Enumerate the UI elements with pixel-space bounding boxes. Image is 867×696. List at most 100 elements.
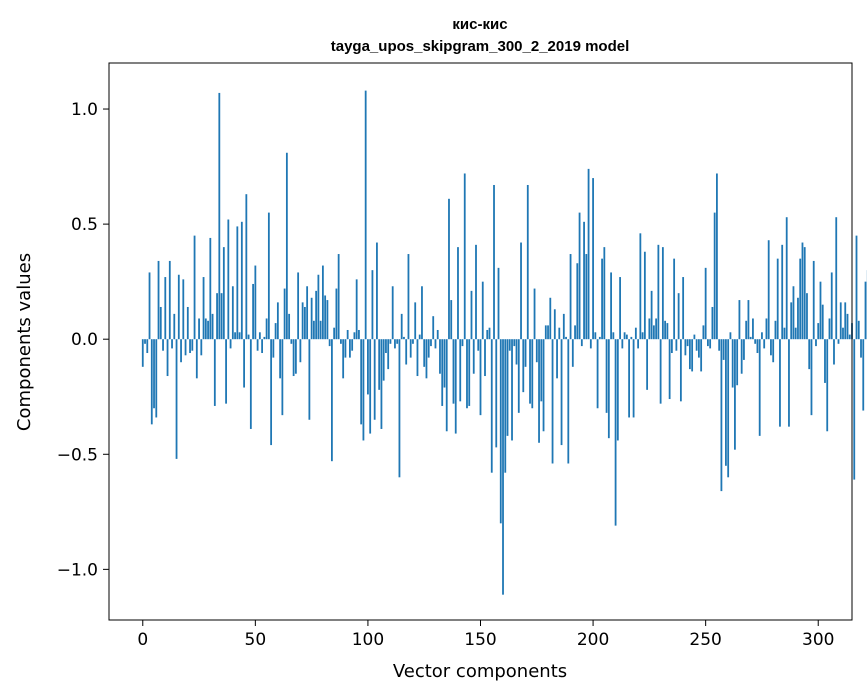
bar bbox=[794, 327, 797, 340]
chart-title: кис-кис bbox=[452, 16, 507, 33]
bar bbox=[443, 339, 446, 388]
bar bbox=[285, 152, 288, 340]
bar bbox=[294, 339, 297, 374]
bar bbox=[461, 339, 464, 347]
bar bbox=[815, 339, 817, 347]
bar bbox=[231, 286, 234, 340]
bar bbox=[346, 329, 349, 340]
bar bbox=[204, 318, 207, 340]
bar bbox=[216, 293, 218, 340]
y-tick-label: −0.5 bbox=[57, 445, 98, 465]
bar bbox=[409, 339, 412, 358]
bar bbox=[328, 339, 331, 347]
bar bbox=[272, 339, 275, 358]
bar bbox=[727, 339, 730, 478]
bar bbox=[524, 339, 527, 367]
bar bbox=[639, 233, 642, 340]
bar bbox=[616, 339, 619, 441]
bar bbox=[664, 320, 667, 340]
bar bbox=[333, 327, 336, 340]
bar bbox=[655, 318, 658, 340]
bar bbox=[842, 327, 844, 340]
bar bbox=[643, 251, 646, 340]
bar bbox=[830, 272, 833, 340]
bar bbox=[594, 332, 597, 340]
bar bbox=[675, 339, 678, 351]
bar bbox=[634, 327, 637, 340]
bar bbox=[290, 339, 293, 344]
bar bbox=[177, 274, 180, 340]
bar bbox=[797, 297, 799, 340]
bar bbox=[522, 339, 525, 393]
bar bbox=[488, 327, 491, 340]
bar bbox=[495, 339, 498, 448]
bar bbox=[502, 339, 504, 595]
bar bbox=[164, 277, 167, 340]
bar bbox=[772, 339, 775, 363]
bar bbox=[513, 339, 516, 347]
bar bbox=[229, 339, 232, 349]
bar bbox=[538, 339, 540, 443]
bar bbox=[824, 339, 826, 383]
bar bbox=[324, 295, 327, 340]
bar bbox=[848, 334, 851, 340]
bar bbox=[707, 339, 709, 347]
bar bbox=[168, 260, 171, 340]
bar bbox=[207, 320, 209, 340]
bar bbox=[857, 320, 860, 340]
bar bbox=[810, 339, 813, 416]
bar bbox=[364, 90, 367, 340]
bar bbox=[484, 339, 486, 377]
bar bbox=[803, 247, 806, 340]
bar bbox=[583, 221, 585, 340]
bar bbox=[592, 178, 594, 340]
bar bbox=[452, 339, 455, 404]
bar bbox=[344, 339, 347, 358]
bar bbox=[688, 339, 691, 370]
bar bbox=[691, 339, 694, 372]
bar bbox=[468, 339, 471, 406]
bar bbox=[144, 339, 146, 344]
bar bbox=[218, 92, 221, 340]
bar bbox=[677, 293, 680, 340]
bar bbox=[416, 339, 419, 377]
x-tick-label: 250 bbox=[689, 630, 721, 650]
bar bbox=[767, 240, 770, 340]
bar bbox=[661, 247, 664, 340]
bar bbox=[288, 313, 291, 340]
bar bbox=[430, 339, 432, 347]
bar bbox=[403, 336, 405, 340]
bar bbox=[425, 339, 428, 379]
bar bbox=[713, 212, 716, 340]
bar bbox=[700, 339, 703, 372]
bar bbox=[709, 339, 712, 349]
bar bbox=[684, 339, 687, 356]
bar bbox=[213, 339, 216, 406]
bar bbox=[587, 168, 590, 340]
bar bbox=[763, 339, 766, 349]
bar bbox=[607, 339, 610, 439]
bar bbox=[166, 339, 169, 377]
bar bbox=[297, 272, 300, 340]
bar bbox=[389, 339, 392, 344]
bar bbox=[376, 242, 378, 340]
bar bbox=[806, 293, 808, 340]
bar bbox=[362, 339, 365, 441]
bar bbox=[303, 306, 306, 340]
bar bbox=[517, 339, 520, 413]
bar bbox=[716, 173, 718, 340]
bar bbox=[486, 329, 489, 340]
bar bbox=[571, 339, 574, 367]
bar bbox=[632, 339, 635, 418]
bar bbox=[580, 339, 583, 347]
bar bbox=[186, 306, 189, 340]
bar bbox=[774, 320, 777, 340]
bar bbox=[321, 265, 324, 340]
bar bbox=[837, 339, 840, 344]
bar bbox=[722, 339, 725, 360]
x-tick-label: 150 bbox=[464, 630, 496, 650]
bar bbox=[418, 334, 421, 340]
bar bbox=[855, 235, 858, 340]
bar bbox=[734, 339, 736, 450]
bar bbox=[679, 339, 682, 402]
